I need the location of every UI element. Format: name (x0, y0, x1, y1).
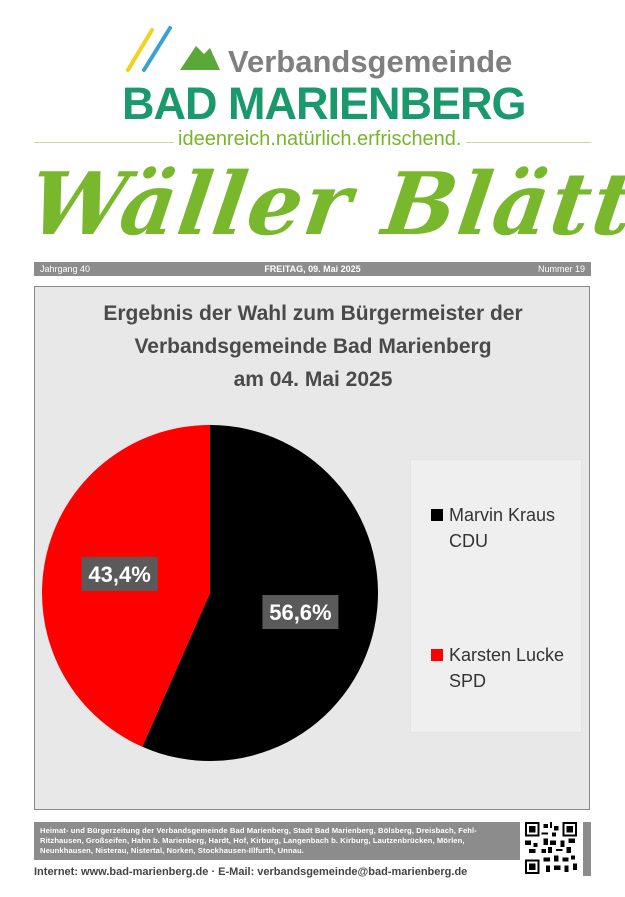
chart-legend: Marvin Kraus CDU Karsten Lucke SPD (410, 459, 582, 733)
legend-label: SPD (449, 671, 487, 691)
masthead-header: Verbandsgemeinde BAD MARIENBERG ideenrei… (0, 0, 625, 258)
logo-mark (126, 26, 220, 72)
footer-description: Heimat- und Bürgerzeitung der Verbandsge… (34, 822, 520, 860)
data-label: 56,6% (262, 595, 339, 630)
town-name: BAD MARIENBERG (122, 78, 527, 129)
election-chart: Ergebnis der Wahl zum Bürgermeister der … (34, 286, 590, 810)
legend-label: Karsten Lucke (449, 645, 565, 665)
chart-title-line: Verbandsgemeinde Bad Marienberg (134, 335, 492, 358)
data-label-text: 56,6% (269, 600, 331, 625)
legend-item-spd: Karsten Lucke SPD (431, 642, 564, 694)
issue-number: Nummer 19 (537, 264, 585, 274)
side-bar (583, 822, 591, 876)
data-label-box (262, 595, 339, 630)
legend-label: CDU (449, 531, 488, 551)
newspaper-title: Wäller Blättchen (22, 154, 625, 255)
issue-info-bar: Jahrgang 40 FREITAG, 09. Mai 2025 Nummer… (34, 262, 591, 276)
pie-chart: 56,6% 43,4% (41, 425, 378, 761)
chart-title-line: Ergebnis der Wahl zum Bürgermeister der (103, 302, 523, 325)
vg-label: Verbandsgemeinde (228, 44, 513, 79)
chart-title-line: am 04. Mai 2025 (233, 368, 393, 391)
legend-item-cdu: Marvin Kraus CDU (431, 502, 555, 554)
slogan: ideenreich.natürlich.erfrischend. (174, 128, 466, 151)
volume-label: Jahrgang 40 (40, 264, 91, 274)
footer-contact: Internet: www.bad-marienberg.de · E-Mail… (34, 866, 468, 878)
legend-label: Marvin Kraus (449, 505, 556, 525)
qr-code-icon (525, 822, 577, 874)
chart-title: Ergebnis der Wahl zum Bürgermeister der … (35, 297, 591, 396)
legend-swatch (431, 649, 443, 661)
pie-slice (142, 425, 378, 761)
issue-date: FREITAG, 09. Mai 2025 (264, 264, 361, 274)
data-label: 43,4% (81, 556, 158, 591)
data-label-box (81, 556, 158, 591)
data-label-text: 43,4% (88, 562, 150, 587)
legend-swatch (431, 509, 443, 521)
